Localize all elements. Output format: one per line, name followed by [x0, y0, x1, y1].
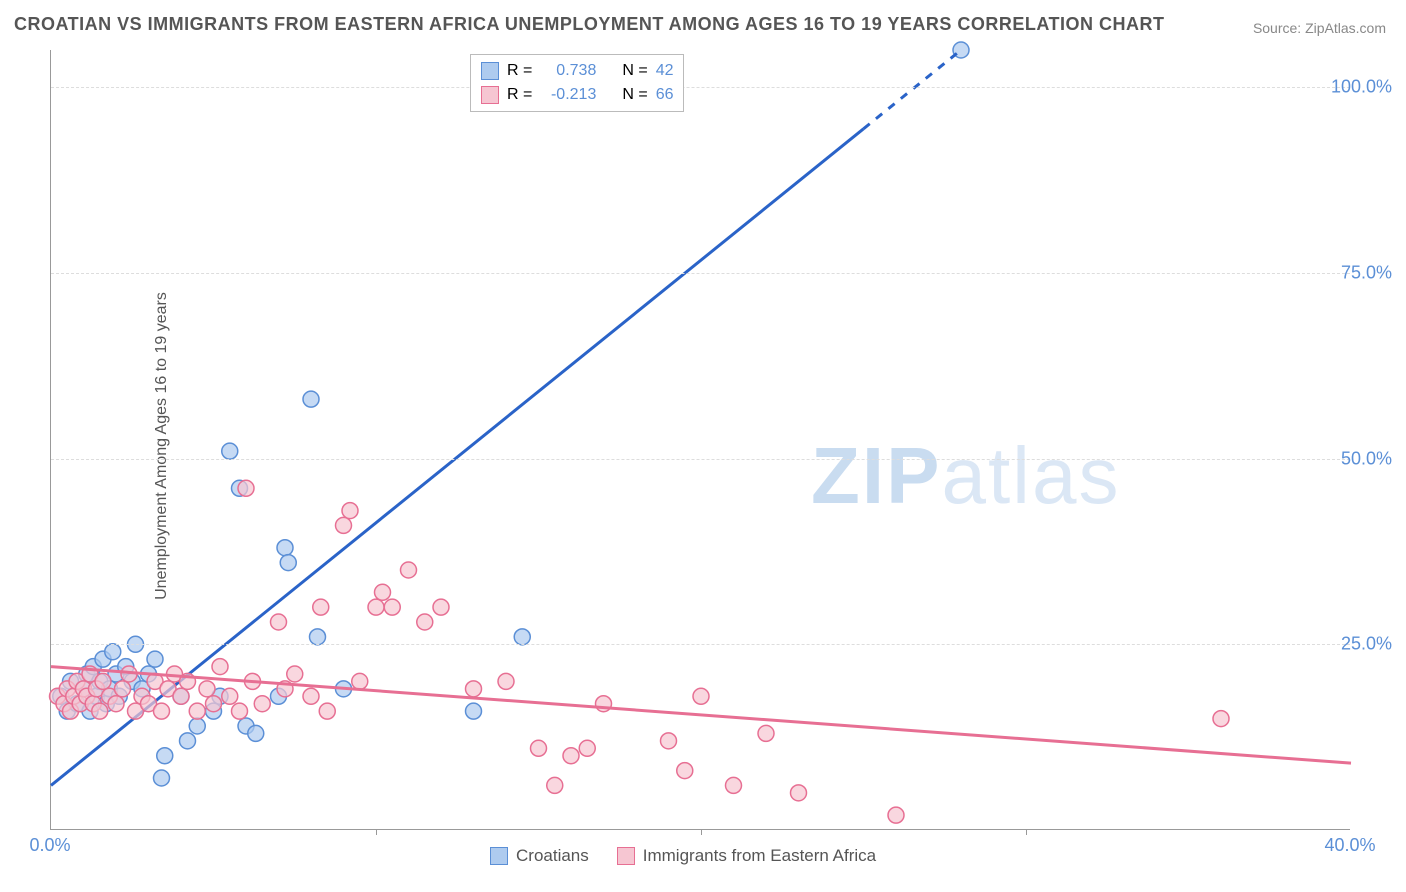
- data-point: [375, 584, 391, 600]
- data-point: [147, 651, 163, 667]
- data-point: [303, 688, 319, 704]
- data-point: [173, 688, 189, 704]
- data-point: [92, 703, 108, 719]
- ytick-label: 25.0%: [1341, 634, 1392, 655]
- data-point: [401, 562, 417, 578]
- data-point: [791, 785, 807, 801]
- data-point: [222, 443, 238, 459]
- regression-line-dashed: [864, 50, 962, 129]
- data-point: [199, 681, 215, 697]
- data-point: [108, 696, 124, 712]
- gridline-h: [51, 273, 1350, 274]
- data-point: [95, 673, 111, 689]
- data-point: [579, 740, 595, 756]
- data-point: [277, 540, 293, 556]
- data-point: [105, 644, 121, 660]
- plot-area: ZIPatlas: [50, 50, 1350, 830]
- xtick-label: 0.0%: [29, 835, 70, 856]
- ytick-label: 100.0%: [1331, 77, 1392, 98]
- data-point: [189, 718, 205, 734]
- legend-r-value-1: -0.213: [540, 83, 596, 107]
- data-point: [232, 703, 248, 719]
- data-point: [189, 703, 205, 719]
- data-point: [888, 807, 904, 823]
- legend-n-label-1: N =: [622, 83, 647, 107]
- legend-bottom-label-0: Croatians: [516, 846, 589, 866]
- data-point: [222, 688, 238, 704]
- data-point: [417, 614, 433, 630]
- legend-row-0: R = 0.738 N = 42: [481, 59, 673, 83]
- chart-container: CROATIAN VS IMMIGRANTS FROM EASTERN AFRI…: [0, 0, 1406, 892]
- xtick-mark: [701, 829, 702, 835]
- data-point: [206, 696, 222, 712]
- xtick-mark: [1026, 829, 1027, 835]
- ytick-label: 75.0%: [1341, 262, 1392, 283]
- data-point: [498, 673, 514, 689]
- chart-svg: [51, 50, 1350, 829]
- legend-r-label-0: R =: [507, 59, 532, 83]
- legend-bottom-label-1: Immigrants from Eastern Africa: [643, 846, 876, 866]
- legend-n-label-0: N =: [622, 59, 647, 83]
- data-point: [384, 599, 400, 615]
- legend-r-label-1: R =: [507, 83, 532, 107]
- data-point: [238, 480, 254, 496]
- data-point: [342, 503, 358, 519]
- data-point: [547, 777, 563, 793]
- legend-correlation: R = 0.738 N = 42 R = -0.213 N = 66: [470, 54, 684, 112]
- data-point: [726, 777, 742, 793]
- legend-n-value-0: 42: [656, 59, 674, 83]
- data-point: [433, 599, 449, 615]
- data-point: [661, 733, 677, 749]
- data-point: [154, 770, 170, 786]
- data-point: [466, 703, 482, 719]
- xtick-mark: [376, 829, 377, 835]
- chart-title: CROATIAN VS IMMIGRANTS FROM EASTERN AFRI…: [14, 14, 1165, 35]
- data-point: [115, 681, 131, 697]
- data-point: [154, 703, 170, 719]
- data-point: [287, 666, 303, 682]
- data-point: [303, 391, 319, 407]
- data-point: [212, 659, 228, 675]
- gridline-h: [51, 87, 1350, 88]
- data-point: [758, 725, 774, 741]
- gridline-h: [51, 644, 1350, 645]
- data-point: [368, 599, 384, 615]
- legend-swatch-1: [481, 86, 499, 104]
- legend-item-1: Immigrants from Eastern Africa: [617, 846, 876, 866]
- data-point: [1213, 711, 1229, 727]
- data-point: [466, 681, 482, 697]
- data-point: [180, 733, 196, 749]
- data-point: [271, 614, 287, 630]
- data-point: [248, 725, 264, 741]
- legend-n-value-1: 66: [656, 83, 674, 107]
- legend-row-1: R = -0.213 N = 66: [481, 83, 673, 107]
- legend-bottom-swatch-0: [490, 847, 508, 865]
- gridline-h: [51, 459, 1350, 460]
- legend-series: Croatians Immigrants from Eastern Africa: [490, 846, 876, 866]
- data-point: [563, 748, 579, 764]
- xtick-label: 40.0%: [1324, 835, 1375, 856]
- legend-item-0: Croatians: [490, 846, 589, 866]
- data-point: [254, 696, 270, 712]
- data-point: [280, 555, 296, 571]
- data-point: [677, 763, 693, 779]
- ytick-label: 50.0%: [1341, 448, 1392, 469]
- data-point: [310, 629, 326, 645]
- data-point: [319, 703, 335, 719]
- legend-swatch-0: [481, 62, 499, 80]
- legend-r-value-0: 0.738: [540, 59, 596, 83]
- data-point: [693, 688, 709, 704]
- data-point: [157, 748, 173, 764]
- data-point: [531, 740, 547, 756]
- data-point: [514, 629, 530, 645]
- data-point: [313, 599, 329, 615]
- data-point: [352, 673, 368, 689]
- legend-bottom-swatch-1: [617, 847, 635, 865]
- source-label: Source: ZipAtlas.com: [1253, 20, 1386, 36]
- data-point: [336, 517, 352, 533]
